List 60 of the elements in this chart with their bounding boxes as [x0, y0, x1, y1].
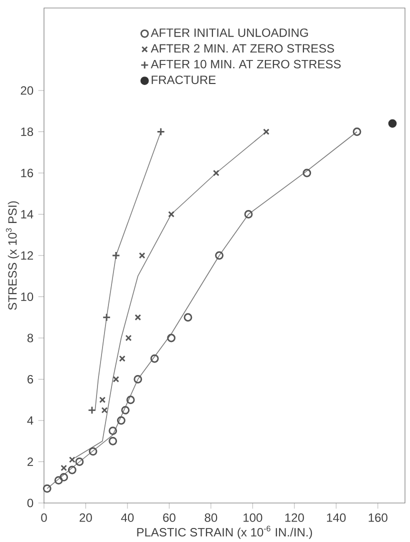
y-tick-label: 4: [27, 416, 34, 425]
y-tick-label: 18: [21, 127, 34, 136]
x-tick-label: 160: [368, 513, 388, 522]
point: [60, 473, 68, 482]
point: [212, 170, 220, 176]
point: [112, 251, 120, 260]
point: [125, 334, 132, 342]
y-tick-label: 14: [21, 210, 34, 218]
point: [101, 406, 108, 414]
legend-label: FRACTURE: [152, 76, 216, 84]
y-tick-label: 20: [20, 86, 34, 95]
point: [119, 355, 126, 362]
y-tick-label: 0: [27, 498, 34, 508]
point: [99, 396, 106, 404]
x-tick-label: 120: [285, 513, 304, 522]
legend-label: AFTER 10 MIN. AT ZERO STRESS: [150, 60, 341, 68]
point: [102, 313, 111, 322]
point: [117, 416, 126, 425]
y-tick-label: 16: [21, 168, 34, 178]
point: [215, 251, 224, 260]
x-tick-label: 40: [121, 513, 134, 522]
point: [42, 484, 52, 493]
point: [352, 128, 362, 136]
point: [263, 128, 270, 135]
legend-label: AFTER 2 MIN. AT ZERO STRESS: [150, 44, 334, 53]
point: [54, 476, 63, 485]
point: [244, 210, 253, 218]
point: [108, 426, 118, 436]
point: [184, 313, 192, 322]
x-tick-label: 100: [244, 513, 262, 522]
point: [126, 396, 135, 404]
point: [108, 436, 118, 446]
point: [167, 334, 176, 342]
point: [134, 375, 142, 384]
point: [168, 211, 174, 218]
y-tick-label: 8: [27, 334, 34, 342]
y-tick-label: 10: [21, 292, 34, 302]
x-tick-label: 140: [327, 513, 346, 522]
x-tick-label: 80: [204, 513, 218, 522]
point: [302, 168, 312, 178]
point: [134, 314, 142, 321]
point: [121, 406, 130, 414]
x-tick-label: 20: [80, 513, 92, 522]
legend-label: AFTER INITIAL UNLOADING: [150, 28, 308, 37]
point: [112, 376, 120, 382]
x-axis-title: PLASTIC STRAIN (x 10$^{-6}$ IN./IN.): [137, 526, 312, 539]
point: [75, 458, 84, 466]
line-series: [46, 131, 358, 489]
x-tick-label: 0: [41, 513, 47, 522]
point: [68, 466, 76, 474]
y-tick-label: 6: [28, 374, 34, 384]
point: [60, 464, 68, 472]
y-tick-label: 12: [21, 251, 33, 260]
point: [68, 456, 76, 463]
point: [88, 447, 98, 456]
y-axis-title: STRESS (x 10$^{3}$ PSI): [6, 201, 20, 310]
y-tick-label: 2: [28, 458, 33, 466]
x-tick-label: 60: [163, 513, 176, 522]
point: [150, 354, 159, 363]
point: [138, 252, 146, 259]
